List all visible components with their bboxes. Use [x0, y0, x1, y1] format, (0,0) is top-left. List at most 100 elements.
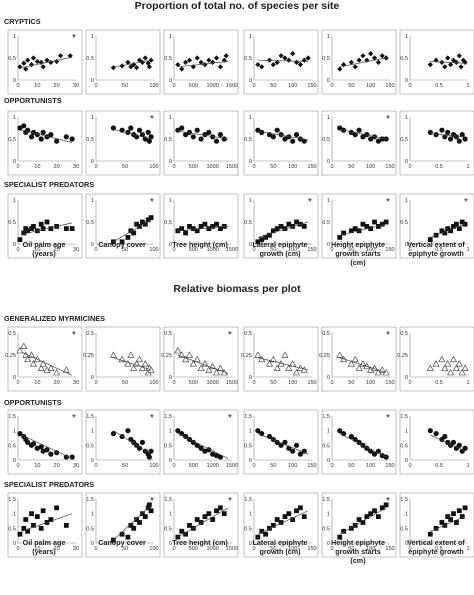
data-point	[348, 59, 354, 65]
data-point	[458, 368, 466, 376]
group-title-opportunists-biomass: OPPORTUNISTS	[4, 398, 62, 407]
x-tick-label: 50	[122, 546, 128, 552]
y-tick-label: 0.5	[86, 331, 94, 337]
data-point	[34, 514, 40, 519]
data-point	[293, 368, 301, 376]
data-point	[453, 134, 459, 140]
significance-star: *	[228, 330, 232, 341]
data-point	[28, 134, 35, 140]
x-tick-label: 50	[270, 83, 276, 89]
x-tick-label: 50	[270, 164, 276, 170]
data-point	[125, 428, 131, 434]
data-point	[341, 230, 346, 236]
data-point	[294, 508, 299, 514]
y-tick-label: 0	[327, 375, 330, 381]
data-point	[217, 64, 223, 70]
x-tick-label: 0	[252, 164, 255, 170]
data-point	[255, 428, 261, 434]
data-point	[67, 53, 73, 59]
x-tick-label: 0	[408, 164, 411, 170]
panel-r2-c2: 0 0.5 1 0 500 1000 1500	[163, 193, 239, 259]
x-tick-label: 1	[466, 546, 469, 552]
data-point	[364, 132, 370, 138]
panel-frame	[399, 110, 474, 176]
trend-line	[257, 221, 309, 238]
data-point	[356, 57, 362, 63]
x-tick-label: 500	[189, 463, 198, 469]
data-point	[459, 219, 465, 225]
data-point	[269, 355, 277, 363]
panel-frame	[243, 326, 319, 392]
y-tick-label: 0.25	[161, 353, 172, 359]
data-point	[186, 129, 193, 135]
trend-line	[339, 223, 387, 236]
data-point	[20, 342, 28, 349]
trend-line	[257, 510, 309, 535]
panel-frame	[7, 29, 83, 95]
panel-r0-c4: 0 0.5 1 0 50 100 150	[321, 29, 397, 95]
data-point	[445, 226, 451, 231]
data-point	[142, 514, 148, 519]
data-point	[255, 534, 261, 540]
x-axis-label: (cm)	[350, 258, 366, 267]
data-point	[438, 355, 446, 363]
data-point	[31, 224, 36, 229]
x-tick-label: 0	[408, 380, 411, 386]
data-point	[301, 448, 307, 454]
x-tick-label: 20	[54, 546, 60, 552]
data-point	[110, 431, 116, 437]
data-point	[286, 511, 292, 517]
data-point	[125, 235, 131, 240]
data-point	[25, 439, 31, 445]
data-point	[40, 508, 46, 514]
data-point	[205, 366, 213, 373]
panel-r0-c5: 0 0.5 1 0 0.5 1	[399, 29, 474, 95]
data-point	[364, 514, 370, 519]
panel-frame	[243, 29, 319, 95]
x-tick-label: 0	[252, 83, 255, 89]
section-title-biomass: Relative biomass per plot	[173, 283, 301, 295]
data-point	[442, 433, 448, 440]
x-tick-label: 0	[94, 83, 97, 89]
data-point	[265, 360, 273, 367]
panel-frame	[399, 29, 474, 95]
data-point	[136, 445, 143, 451]
data-point	[30, 441, 37, 447]
y-tick-label: 1	[327, 198, 330, 204]
data-point	[282, 439, 288, 445]
y-tick-label: 1	[405, 115, 408, 121]
data-point	[69, 226, 75, 231]
x-tick-label: 0	[172, 546, 175, 552]
data-point	[462, 59, 468, 65]
x-axis-label: (cm)	[350, 556, 366, 565]
x-tick-label: 0	[172, 83, 175, 89]
data-point	[259, 129, 265, 135]
data-point	[40, 64, 46, 70]
x-tick-label: 150	[385, 380, 394, 386]
x-tick-label: 100	[288, 546, 297, 552]
x-tick-label: 1	[466, 463, 469, 469]
data-point	[290, 138, 296, 144]
data-point	[368, 511, 374, 517]
y-tick-label: 0.5	[244, 220, 252, 226]
trend-line	[339, 128, 387, 140]
data-point	[454, 221, 459, 227]
data-point	[21, 525, 27, 531]
data-point	[146, 454, 152, 460]
data-point	[30, 55, 37, 61]
data-point	[383, 502, 389, 508]
panel-frame	[399, 326, 474, 392]
data-point	[270, 62, 276, 68]
y-tick-label: 1.5	[244, 414, 252, 420]
data-point	[456, 138, 462, 144]
panel-r1-c1: 0 0.5 1 0 50 100 *	[85, 110, 161, 176]
x-tick-label: 1500	[226, 164, 238, 170]
x-tick-label: 50	[348, 463, 354, 469]
x-tick-label: 20	[54, 380, 60, 386]
x-tick-label: 0	[252, 546, 255, 552]
data-point	[187, 523, 192, 528]
y-tick-label: 1	[13, 198, 16, 204]
data-point	[351, 355, 359, 363]
y-tick-label: 1.5	[322, 497, 330, 503]
panel-frame	[399, 193, 474, 259]
